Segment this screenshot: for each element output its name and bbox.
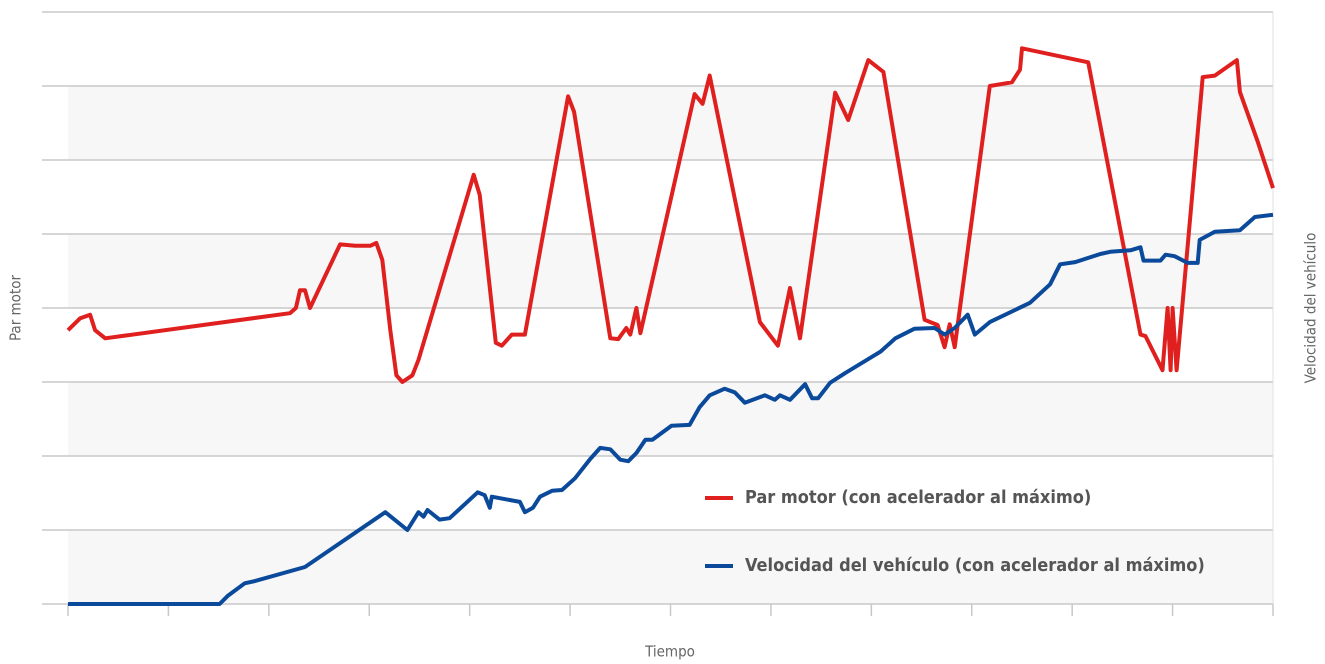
- plot-band: [68, 234, 1273, 308]
- x-axis-label: Tiempo: [644, 643, 695, 661]
- series-line: [66, 46, 1275, 384]
- plot-band: [68, 530, 1273, 604]
- series-line: [68, 212, 1274, 606]
- plot-band: [68, 382, 1273, 456]
- legend-text: Par motor (con acelerador al máximo): [745, 487, 1091, 508]
- plot-bands: [68, 86, 1273, 604]
- y-axis-label: Par motor: [7, 275, 25, 342]
- legend-text: Velocidad del vehículo (con acelerador a…: [745, 555, 1205, 576]
- y2-axis-label: Velocidad del vehículo: [1302, 233, 1320, 384]
- plot-band: [68, 86, 1273, 160]
